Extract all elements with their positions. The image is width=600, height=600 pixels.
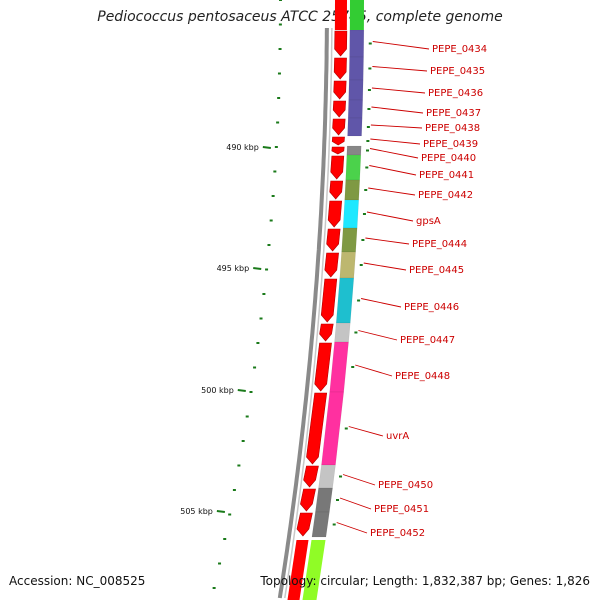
label-leader-line <box>339 497 372 510</box>
gene-label: PEPE_0437 <box>426 108 481 119</box>
cds-arrow <box>333 57 347 80</box>
gene-class-block <box>315 487 333 513</box>
cds-arrow <box>333 80 347 100</box>
cds-arrow <box>296 512 313 537</box>
gene-label: PEPE_0446 <box>404 302 459 313</box>
cds-arrow <box>334 30 348 57</box>
gene-label: PEPE_0448 <box>395 371 450 382</box>
gene-label: PEPE_0451 <box>374 504 429 515</box>
kbp-tick-label: 495 kbp <box>217 264 250 273</box>
label-leader-line <box>366 211 414 222</box>
label-leader-line <box>360 298 402 308</box>
cds-arrow <box>329 180 344 200</box>
gene-label: PEPE_0450 <box>378 480 433 491</box>
gene-class-block <box>334 322 351 343</box>
label-leader-line <box>372 66 428 72</box>
gene-class-block <box>335 277 355 324</box>
gene-class-block <box>348 56 364 81</box>
backbone-inner <box>284 27 333 599</box>
cds-arrow <box>320 278 338 323</box>
cds-arrow-partial <box>334 0 347 30</box>
gene-class-block <box>341 227 358 253</box>
label-layer: PEPE_0434 PEPE_0435 PEPE_0436 PEPE_0437 PEPE… <box>336 41 487 539</box>
gene-class-block-partial <box>302 540 326 600</box>
tick-layer: 490 kbp 495 kbp 500 kbp 505 kbp <box>180 0 372 589</box>
cds-arrow <box>330 155 345 180</box>
label-leader-line <box>369 165 417 176</box>
cds-arrow <box>331 146 345 155</box>
cds-arrow <box>332 100 346 118</box>
gene-class-block <box>349 29 365 58</box>
genome-title: Pediococcus pentosaceus ATCC 25745, comp… <box>97 9 503 25</box>
label-leader-line <box>336 522 368 534</box>
gene-label: PEPE_0440 <box>421 153 476 164</box>
label-leader-line <box>369 148 419 159</box>
backbone-layer <box>277 27 333 599</box>
cds-arrow <box>306 392 328 465</box>
gene-label: uvrA <box>386 431 409 442</box>
gene-class-block <box>346 145 362 156</box>
cds-arrow <box>332 118 346 136</box>
gene-label: PEPE_0441 <box>419 170 474 181</box>
gene-class-block <box>348 79 364 101</box>
label-leader-line <box>363 262 407 271</box>
cds-arrow <box>327 200 343 228</box>
gene-class-block <box>345 154 362 181</box>
kbp-tick-label: 505 kbp <box>180 507 213 516</box>
genome-summary-text: Topology: circular; Length: 1,832,387 bp… <box>260 574 590 588</box>
cds-arrow <box>303 465 319 488</box>
gene-label: PEPE_0442 <box>418 190 473 201</box>
gene-class-block <box>318 464 336 489</box>
kbp-tick <box>216 510 225 513</box>
kbp-tick <box>237 389 246 392</box>
backbone-outer <box>277 27 329 599</box>
label-leader-line <box>372 41 430 50</box>
cds-arrow <box>314 342 332 392</box>
gene-class-block <box>329 341 349 393</box>
gene-class-block <box>342 199 359 229</box>
cds-arrow <box>324 252 339 278</box>
cds-arrow <box>319 323 334 342</box>
label-leader-line <box>370 124 423 129</box>
gene-label: PEPE_0436 <box>428 88 483 99</box>
gene-class-block <box>311 511 330 538</box>
gene-label: gpsA <box>416 216 441 227</box>
class-layer <box>302 0 365 600</box>
accession-text: Accession: NC_008525 <box>9 574 146 588</box>
kbp-tick-label: 500 kbp <box>201 386 234 395</box>
label-leader-line <box>358 330 398 341</box>
kbp-tick-label: 490 kbp <box>226 143 259 152</box>
cds-arrow-partial <box>287 540 309 600</box>
label-leader-line <box>371 87 426 94</box>
gene-class-block <box>347 117 363 137</box>
gene-label: PEPE_0452 <box>370 528 425 539</box>
gene-label: PEPE_0444 <box>412 239 467 250</box>
kbp-tick <box>262 146 271 149</box>
gene-class-block <box>339 251 356 279</box>
label-leader-line <box>370 138 421 145</box>
cds-arrow <box>326 228 341 252</box>
cds-layer <box>287 0 348 600</box>
gene-label: PEPE_0439 <box>423 139 478 150</box>
kbp-tick <box>253 267 262 270</box>
gene-class-block <box>344 179 360 201</box>
gene-class-block <box>347 99 363 119</box>
gene-label: PEPE_0435 <box>430 66 485 77</box>
gene-label: PEPE_0445 <box>409 265 464 276</box>
label-leader-line <box>348 426 384 437</box>
label-leader-line <box>342 474 376 486</box>
gene-class-block-partial <box>349 0 364 30</box>
gene-label: PEPE_0438 <box>425 123 480 134</box>
label-leader-line <box>368 187 416 196</box>
label-leader-line <box>355 364 393 377</box>
label-leader-line <box>365 237 410 245</box>
label-leader-line <box>371 106 424 114</box>
gene-label: PEPE_0434 <box>432 44 487 55</box>
cds-arrow <box>331 136 345 146</box>
cds-arrow <box>300 488 316 512</box>
gene-label: PEPE_0447 <box>400 335 455 346</box>
